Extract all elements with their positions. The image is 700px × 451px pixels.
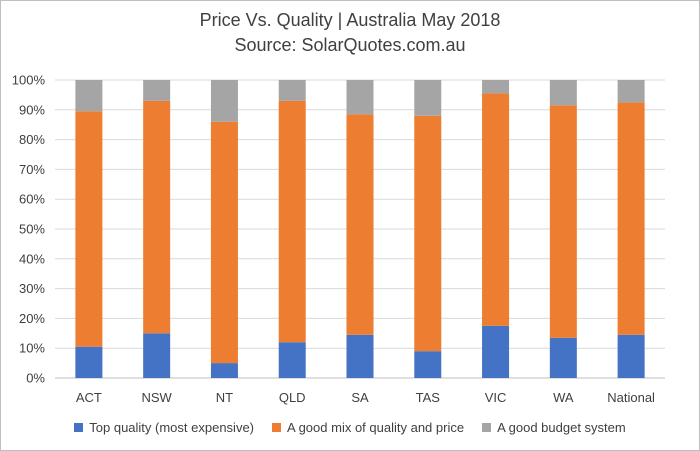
legend-label: A good mix of quality and price bbox=[287, 420, 465, 435]
x-tick-label: TAS bbox=[416, 390, 441, 405]
bar-segment-sa-0 bbox=[346, 334, 374, 378]
y-tick-label: 60% bbox=[19, 192, 45, 207]
x-tick-label: WA bbox=[553, 390, 574, 405]
y-tick-label: 50% bbox=[19, 222, 45, 237]
bars bbox=[75, 80, 645, 378]
bar-segment-tas-1 bbox=[414, 115, 442, 352]
bar-segment-tas-2 bbox=[414, 80, 442, 116]
bar-segment-act-1 bbox=[75, 111, 103, 347]
bar-segment-act-0 bbox=[75, 346, 103, 378]
legend: Top quality (most expensive) A good mix … bbox=[0, 420, 700, 435]
legend-swatch bbox=[482, 423, 492, 432]
x-tick-label: VIC bbox=[485, 390, 507, 405]
bar-segment-national-1 bbox=[617, 102, 645, 335]
chart-title: Price Vs. Quality | Australia May 2018 bbox=[199, 10, 501, 30]
bar-segment-qld-2 bbox=[278, 80, 306, 101]
bar-segment-nt-1 bbox=[210, 121, 238, 364]
bar-segment-nsw-1 bbox=[143, 100, 171, 334]
chart-subtitle: Source: SolarQuotes.com.au bbox=[234, 35, 466, 55]
x-axis-ticks: ACT NSW NT QLD SA TAS VIC WA National bbox=[76, 390, 655, 405]
y-tick-label: 0% bbox=[26, 371, 45, 386]
legend-item-budget: A good budget system bbox=[482, 420, 626, 435]
legend-label: Top quality (most expensive) bbox=[89, 420, 255, 435]
x-tick-label: QLD bbox=[279, 390, 306, 405]
bar-segment-sa-2 bbox=[346, 80, 374, 115]
bar-segment-qld-0 bbox=[278, 342, 306, 378]
legend-swatch bbox=[74, 423, 84, 432]
bar-segment-nt-2 bbox=[210, 80, 238, 122]
y-tick-label: 100% bbox=[12, 73, 46, 88]
bar-segment-tas-0 bbox=[414, 351, 442, 378]
bar-segment-national-0 bbox=[617, 334, 645, 378]
bar-segment-vic-0 bbox=[482, 325, 510, 378]
bar-segment-vic-2 bbox=[482, 80, 510, 94]
legend-swatch bbox=[272, 423, 282, 432]
bar-segment-sa-1 bbox=[346, 114, 374, 335]
bar-segment-vic-1 bbox=[482, 93, 510, 326]
y-tick-label: 70% bbox=[19, 162, 45, 177]
x-tick-label: National bbox=[607, 390, 655, 405]
y-axis-ticks: 0% 10% 20% 30% 40% 50% 60% 70% 80% 90% 100% bbox=[12, 73, 46, 386]
y-tick-label: 30% bbox=[19, 281, 45, 296]
bar-segment-qld-1 bbox=[278, 100, 306, 343]
bar-segment-nsw-0 bbox=[143, 333, 171, 378]
bar-segment-wa-1 bbox=[549, 105, 577, 338]
y-tick-label: 90% bbox=[19, 102, 45, 117]
x-tick-label: NT bbox=[216, 390, 233, 405]
legend-label: A good budget system bbox=[497, 420, 626, 435]
y-tick-label: 80% bbox=[19, 132, 45, 147]
x-tick-label: SA bbox=[351, 390, 369, 405]
bar-segment-nt-0 bbox=[210, 363, 238, 378]
bar-segment-wa-2 bbox=[549, 80, 577, 106]
legend-item-top-quality: Top quality (most expensive) bbox=[74, 420, 254, 435]
bar-segment-act-2 bbox=[75, 80, 103, 112]
x-tick-label: NSW bbox=[141, 390, 172, 405]
bar-segment-nsw-2 bbox=[143, 80, 171, 101]
y-tick-label: 20% bbox=[19, 311, 45, 326]
legend-item-good-mix: A good mix of quality and price bbox=[272, 420, 464, 435]
y-tick-label: 40% bbox=[19, 251, 45, 266]
y-tick-label: 10% bbox=[19, 341, 45, 356]
bar-segment-wa-0 bbox=[549, 337, 577, 378]
x-tick-label: ACT bbox=[76, 390, 102, 405]
bar-segment-national-2 bbox=[617, 80, 645, 103]
